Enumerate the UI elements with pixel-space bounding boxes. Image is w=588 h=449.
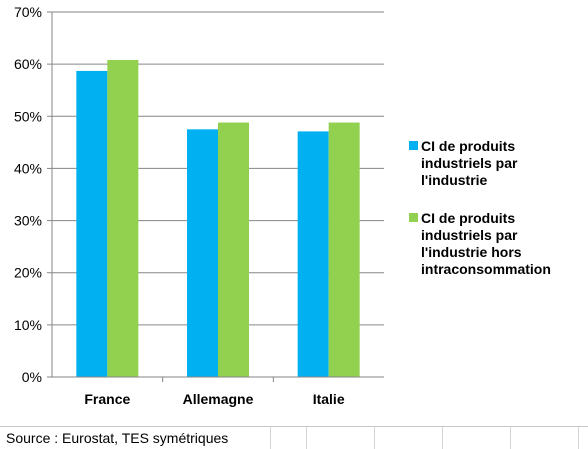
legend-label: intraconsommation (421, 261, 551, 277)
legend-label: industriels par (421, 155, 518, 171)
legend-swatch (409, 213, 418, 222)
bar-chart: 0% 10% 20% 30% 40% 50% 60% 70% France Allemagne I… (14, 4, 551, 407)
y-tick-label: 0% (22, 369, 42, 385)
cell-divider (510, 427, 511, 449)
cell-divider (374, 427, 375, 449)
cell-divider (270, 427, 271, 449)
legend-label: l'industrie (421, 172, 488, 188)
cell-divider (442, 427, 443, 449)
y-tick-label: 70% (14, 4, 42, 20)
bar (76, 70, 108, 378)
cell-divider (306, 427, 307, 449)
legend-label: industriels par (421, 227, 518, 243)
bar (107, 59, 139, 377)
x-tick-label: Allemagne (183, 391, 254, 407)
legend-label: CI de produits (421, 138, 515, 154)
source-row: Source : Eurostat, TES symétriques (0, 426, 588, 449)
axes (51, 12, 384, 382)
bar (328, 122, 360, 378)
legend-swatch (409, 141, 418, 150)
bar (187, 129, 218, 377)
y-tick-label: 20% (14, 265, 42, 281)
x-axis-labels: France Allemagne Italie (84, 391, 344, 407)
legend-label: CI de produits (421, 210, 515, 226)
y-tick-label: 50% (14, 108, 42, 124)
legend-label: l'industrie hors (421, 244, 522, 260)
y-axis-ticks: 0% 10% 20% 30% 40% 50% 60% 70% (14, 4, 52, 385)
y-tick-label: 40% (14, 160, 42, 176)
y-tick-label: 30% (14, 213, 42, 229)
bar (218, 122, 249, 378)
bar (297, 131, 329, 377)
source-note: Source : Eurostat, TES symétriques (6, 430, 229, 446)
x-tick-label: Italie (313, 391, 345, 407)
y-tick-label: 10% (14, 317, 42, 333)
x-tick-label: France (84, 391, 130, 407)
y-tick-label: 60% (14, 56, 42, 72)
bars (76, 59, 360, 378)
cell-divider (578, 427, 579, 449)
